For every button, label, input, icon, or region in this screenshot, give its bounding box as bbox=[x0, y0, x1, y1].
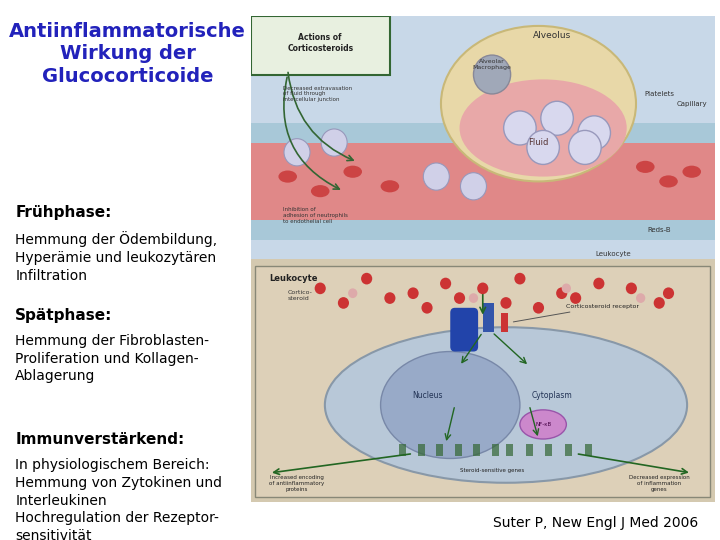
Circle shape bbox=[533, 302, 544, 314]
Circle shape bbox=[569, 131, 601, 165]
Circle shape bbox=[562, 284, 571, 293]
Bar bbox=[251, 220, 715, 240]
Text: Corticosteroid receptor: Corticosteroid receptor bbox=[513, 304, 639, 322]
Circle shape bbox=[315, 282, 325, 294]
Bar bbox=[526, 444, 533, 456]
Ellipse shape bbox=[459, 79, 626, 177]
Text: Cortico-
steroid: Cortico- steroid bbox=[288, 291, 312, 301]
Bar bbox=[492, 444, 499, 456]
Circle shape bbox=[284, 139, 310, 166]
Circle shape bbox=[636, 293, 645, 303]
Circle shape bbox=[474, 55, 510, 94]
Text: Hemmung der Fibroblasten-
Proliferation und Kollagen-
Ablagerung: Hemmung der Fibroblasten- Proliferation … bbox=[15, 334, 210, 383]
Circle shape bbox=[514, 273, 526, 285]
Bar bbox=[501, 313, 508, 332]
Ellipse shape bbox=[311, 185, 330, 197]
Ellipse shape bbox=[683, 166, 701, 178]
Text: Nucleus: Nucleus bbox=[412, 391, 442, 400]
Bar bbox=[251, 123, 715, 143]
Circle shape bbox=[541, 102, 573, 135]
Bar bbox=[482, 303, 495, 332]
Text: In physiologischem Bereich:
Hemmung von Zytokinen und
Interleukinen
Hochregulati: In physiologischem Bereich: Hemmung von … bbox=[15, 458, 222, 540]
Circle shape bbox=[556, 287, 567, 299]
Ellipse shape bbox=[381, 352, 520, 458]
Text: Reds-B: Reds-B bbox=[647, 227, 671, 233]
Circle shape bbox=[321, 129, 347, 156]
Text: Alveolus: Alveolus bbox=[534, 31, 572, 40]
Bar bbox=[474, 444, 480, 456]
Circle shape bbox=[361, 273, 372, 285]
Circle shape bbox=[578, 116, 611, 150]
Bar bbox=[418, 444, 425, 456]
Text: Antiinflammatorische
Wirkung der
Glucocorticoide: Antiinflammatorische Wirkung der Glucoco… bbox=[9, 22, 246, 86]
Text: Spätphase:: Spätphase: bbox=[15, 308, 113, 323]
Ellipse shape bbox=[325, 327, 687, 483]
Text: Alveolar
Macrophage: Alveolar Macrophage bbox=[472, 59, 511, 70]
Circle shape bbox=[421, 302, 433, 314]
Ellipse shape bbox=[660, 176, 678, 187]
Text: Immunverstärkend:: Immunverstärkend: bbox=[15, 432, 184, 447]
FancyBboxPatch shape bbox=[450, 308, 478, 352]
Bar bbox=[506, 444, 513, 456]
Text: Decreased extravasation
of fluid through
intercellular junction: Decreased extravasation of fluid through… bbox=[283, 86, 352, 102]
Circle shape bbox=[461, 173, 487, 200]
Circle shape bbox=[454, 292, 465, 304]
Circle shape bbox=[338, 297, 349, 309]
Text: Leukocyte: Leukocyte bbox=[269, 274, 318, 283]
Circle shape bbox=[500, 297, 511, 309]
Text: Cytoplasm: Cytoplasm bbox=[532, 391, 573, 400]
Ellipse shape bbox=[381, 180, 399, 192]
Bar bbox=[455, 444, 462, 456]
Text: Platelets: Platelets bbox=[644, 91, 674, 97]
Ellipse shape bbox=[279, 171, 297, 183]
Text: Steroid-sensitive genes: Steroid-sensitive genes bbox=[460, 468, 524, 473]
Circle shape bbox=[593, 278, 604, 289]
Circle shape bbox=[654, 297, 665, 309]
Circle shape bbox=[384, 292, 395, 304]
Circle shape bbox=[408, 287, 418, 299]
Circle shape bbox=[469, 293, 478, 303]
Circle shape bbox=[663, 287, 674, 299]
Ellipse shape bbox=[441, 26, 636, 181]
Text: Capillary: Capillary bbox=[676, 100, 707, 107]
Bar bbox=[546, 444, 552, 456]
Bar bbox=[251, 133, 715, 230]
Circle shape bbox=[423, 163, 449, 190]
FancyBboxPatch shape bbox=[251, 16, 390, 75]
Bar bbox=[255, 267, 711, 497]
Text: Frühphase:: Frühphase: bbox=[15, 205, 112, 220]
Ellipse shape bbox=[343, 166, 362, 178]
Text: Inhibition of
adhesion of neutrophils
to endothelial cell: Inhibition of adhesion of neutrophils to… bbox=[283, 207, 348, 224]
Ellipse shape bbox=[520, 410, 567, 439]
Bar bbox=[251, 16, 715, 259]
Bar bbox=[565, 444, 572, 456]
Text: Increased encoding
of antiinflammatory
proteins: Increased encoding of antiinflammatory p… bbox=[269, 475, 325, 492]
Ellipse shape bbox=[636, 161, 654, 173]
Text: Hemmung der Ödembildung,
Hyperämie und leukozytären
Infiltration: Hemmung der Ödembildung, Hyperämie und l… bbox=[15, 231, 217, 283]
Circle shape bbox=[440, 278, 451, 289]
Text: Actions of
Corticosteroids: Actions of Corticosteroids bbox=[287, 33, 354, 53]
Text: Decreased expression
of inflammation
genes: Decreased expression of inflammation gen… bbox=[629, 475, 690, 492]
Circle shape bbox=[504, 111, 536, 145]
Text: NF-κB: NF-κB bbox=[535, 422, 552, 427]
Circle shape bbox=[626, 282, 637, 294]
Bar bbox=[399, 444, 406, 456]
Bar bbox=[436, 444, 444, 456]
Circle shape bbox=[348, 288, 357, 298]
Circle shape bbox=[527, 131, 559, 165]
Circle shape bbox=[477, 282, 488, 294]
Text: Suter P, New Engl J Med 2006: Suter P, New Engl J Med 2006 bbox=[493, 516, 698, 530]
Bar bbox=[251, 259, 715, 502]
Circle shape bbox=[570, 292, 581, 304]
Text: Leukocyte: Leukocyte bbox=[595, 251, 631, 258]
Bar bbox=[585, 444, 592, 456]
Text: Fluid: Fluid bbox=[528, 138, 549, 147]
